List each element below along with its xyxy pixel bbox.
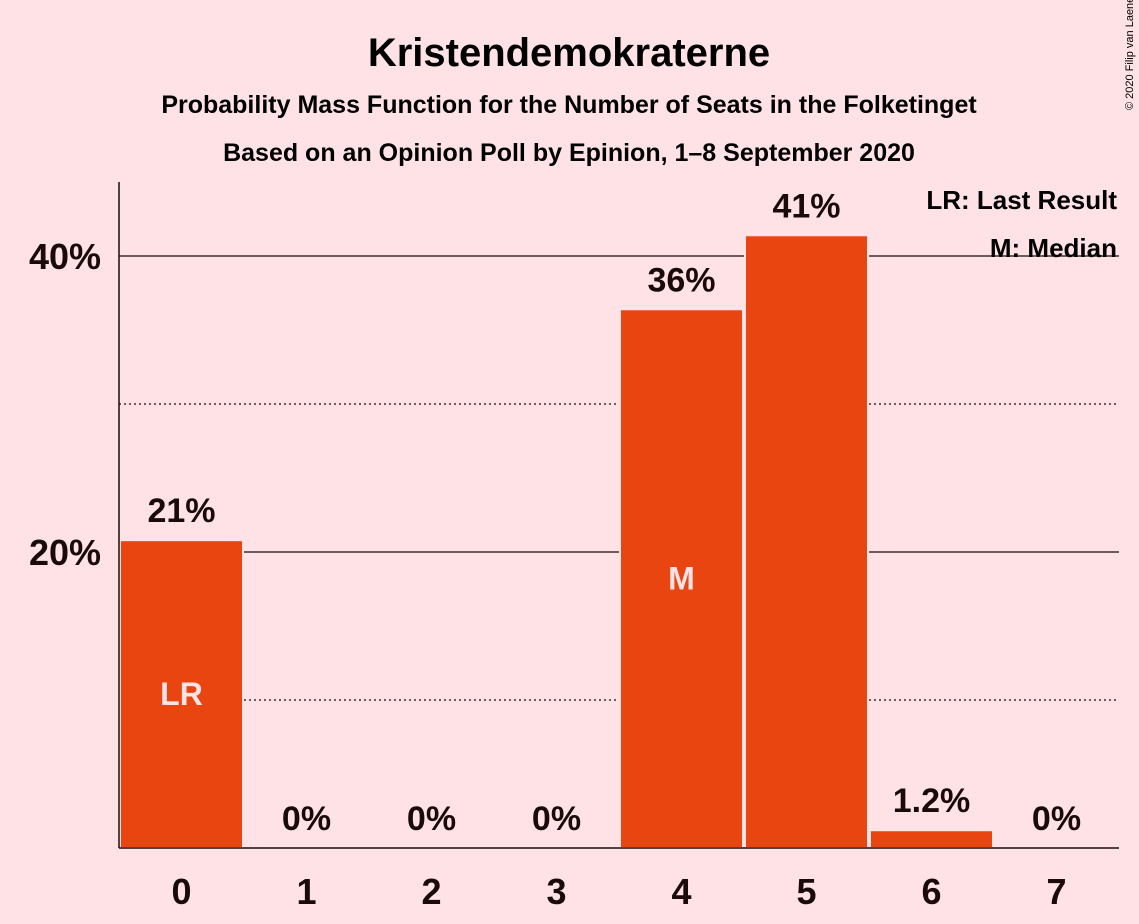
x-tick-label: 2: [421, 871, 441, 912]
legend-median: M: Median: [990, 233, 1117, 263]
x-tick-label: 3: [546, 871, 566, 912]
bar: [119, 539, 244, 849]
axes: 20% 40% 0 1 2 3 4 5 6 7: [29, 182, 1119, 912]
legend-last-result: LR: Last Result: [926, 185, 1117, 215]
data-label: 0%: [532, 800, 581, 838]
y-tick-label: 20%: [29, 532, 101, 573]
x-tick-label: 6: [921, 871, 941, 912]
bar: [744, 234, 869, 849]
chart-source-subtitle: Based on an Opinion Poll by Epinion, 1–8…: [223, 139, 915, 167]
data-label: 1.2%: [893, 782, 971, 820]
copyright-text: © 2020 Filip van Laenen: [1124, 0, 1136, 110]
chart-title: Kristendemokraterne: [368, 31, 770, 75]
last-result-marker: LR: [160, 676, 203, 712]
x-tick-label: 7: [1046, 871, 1066, 912]
x-tick-label: 4: [671, 871, 691, 912]
data-label: 21%: [147, 492, 215, 530]
chart-subtitle: Probability Mass Function for the Number…: [161, 91, 977, 119]
y-tick-label: 40%: [29, 236, 101, 277]
data-label: 0%: [1032, 800, 1081, 838]
bar: [869, 829, 994, 849]
x-tick-label: 1: [296, 871, 316, 912]
bar: [619, 308, 744, 849]
data-label: 0%: [282, 800, 331, 838]
data-label: 0%: [407, 800, 456, 838]
x-tick-label: 5: [796, 871, 816, 912]
data-label: 41%: [772, 187, 840, 225]
x-tick-label: 0: [171, 871, 191, 912]
bars: 21% LR 0% 0% 0% 36% M 41% 1.2% 0%: [119, 187, 1081, 849]
data-label: 36%: [647, 261, 715, 299]
median-marker: M: [668, 561, 695, 597]
